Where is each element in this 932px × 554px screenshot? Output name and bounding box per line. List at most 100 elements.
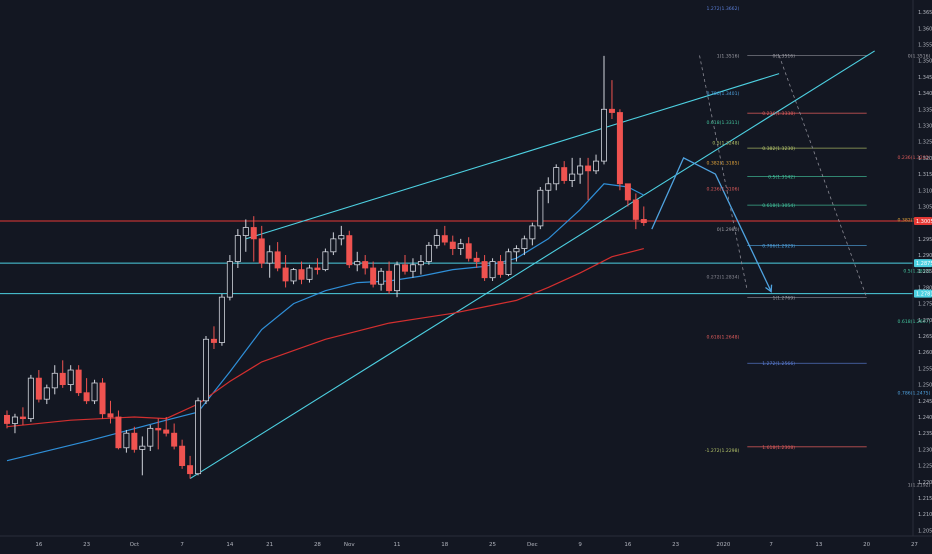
price-tick-label: 1.2100	[918, 512, 932, 518]
time-tick-label: 11	[394, 542, 401, 548]
candle	[99, 378, 106, 419]
candle	[616, 109, 623, 191]
fib-label-20: 0(1.3516)	[908, 54, 931, 60]
candle	[274, 242, 281, 272]
trend-line-0	[245, 73, 780, 240]
fib-label-21: 0.236(1.3202)	[898, 155, 931, 161]
fib-label-7: 0(1.2980)	[717, 227, 740, 233]
candle-body	[449, 241, 456, 249]
candle-body	[370, 267, 377, 285]
candle	[394, 261, 401, 298]
candle	[409, 258, 416, 278]
candle-body	[616, 112, 623, 185]
candle	[585, 157, 592, 200]
time-tick-label: 23	[672, 542, 679, 548]
candle-body	[553, 167, 560, 185]
candle	[258, 225, 265, 268]
candle-body	[19, 416, 26, 420]
candle-body	[433, 235, 440, 246]
price-tick-label: 1.3500	[918, 59, 932, 65]
price-badge-2: 1.2781	[914, 289, 932, 298]
price-tick-label: 1.2500	[918, 383, 932, 389]
price-tick-label: 1.2900	[918, 253, 932, 259]
candle	[338, 225, 345, 246]
candle-body	[147, 427, 154, 447]
price-badge-0: 1.3005	[914, 217, 932, 226]
candle-body	[27, 377, 34, 420]
time-tick-label: 14	[226, 542, 233, 548]
candle	[51, 365, 58, 395]
price-tick-label: 1.2200	[918, 480, 932, 486]
candle	[465, 237, 472, 262]
candle	[171, 423, 178, 450]
candle	[441, 225, 448, 246]
candle-body	[545, 183, 552, 191]
candle	[107, 400, 114, 424]
price-tick-label: 1.3400	[918, 91, 932, 97]
candle-body	[163, 429, 170, 434]
candle-body	[226, 261, 233, 298]
price-tick-label: 1.3150	[918, 172, 932, 178]
price-tick-label: 1.2050	[918, 528, 932, 534]
fib-label-2: 0.786(1.3401)	[707, 91, 740, 97]
candle-body	[171, 432, 178, 447]
candle-body	[202, 338, 209, 402]
candle-body	[139, 445, 146, 450]
candle-body	[4, 414, 10, 424]
time-tick-label: 16	[35, 542, 42, 548]
fib-label-16: 0.786(1.2929)	[762, 244, 795, 250]
candle	[481, 255, 488, 281]
price-tick-label: 1.2350	[918, 431, 932, 437]
time-tick-label: 20	[863, 542, 870, 548]
candle	[306, 264, 313, 283]
candle-body	[505, 251, 512, 275]
price-tick-label: 1.3350	[918, 107, 932, 113]
candle-body	[425, 244, 432, 262]
candle	[433, 229, 440, 249]
fib-label-25: 0.786(1.2475)	[898, 391, 931, 397]
fib-label-11: 0(1.3516)	[772, 54, 795, 60]
time-tick-label: Nov	[344, 542, 355, 548]
candle	[11, 413, 18, 434]
candle-body	[250, 227, 257, 240]
candle-body	[298, 269, 305, 280]
price-tick-label: 1.2300	[918, 447, 932, 453]
candles	[4, 55, 647, 479]
price-tick-label: 1.3450	[918, 75, 932, 81]
candle	[210, 326, 217, 349]
candle	[497, 255, 504, 278]
candle-body	[155, 427, 162, 431]
trend-line-1	[189, 50, 875, 480]
candle-body	[67, 369, 74, 386]
fib-label-1: 1(1.3516)	[717, 54, 740, 60]
time-axis[interactable]: 16 23 Oct 7 14 21 28 Nov 11 18 25 Dec 9 16 23 2020 7 13 20…	[35, 542, 918, 548]
candle	[640, 206, 647, 226]
candle-body	[242, 227, 249, 237]
fib-label-6: 0.236(1.3106)	[707, 186, 740, 192]
candle-body	[585, 165, 592, 172]
candle-body	[258, 238, 265, 264]
fib-label-9: 0.618(1.2648)	[707, 335, 740, 341]
candle	[250, 216, 257, 262]
candle	[163, 417, 170, 437]
candle	[425, 242, 432, 265]
candle-body	[83, 392, 90, 402]
candle	[513, 245, 520, 262]
candle-body	[218, 296, 225, 343]
candle-body	[608, 108, 615, 113]
candle-body	[640, 219, 647, 224]
time-tick-label: 23	[83, 542, 90, 548]
candle-body	[59, 372, 66, 386]
candle	[314, 258, 321, 275]
candle	[378, 268, 385, 291]
time-tick-label: 13	[815, 542, 822, 548]
candle	[242, 219, 249, 252]
candle-body	[179, 445, 186, 466]
fib-label-19: 1.618(1.2308)	[762, 445, 795, 451]
time-tick-label: 18	[441, 542, 448, 548]
time-tick-label: 16	[624, 542, 631, 548]
candle	[521, 235, 528, 256]
candle-body	[632, 199, 639, 220]
